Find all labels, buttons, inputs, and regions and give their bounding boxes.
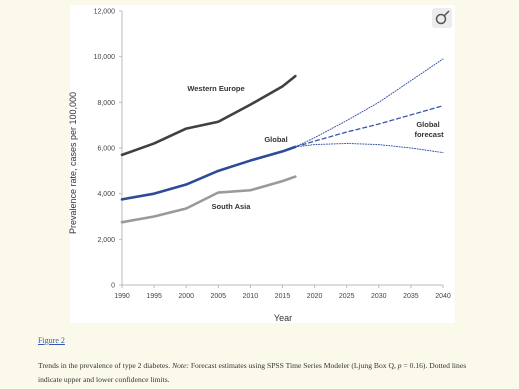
caption-part: Forecast estimates using SPSS Time Serie… [188,361,398,370]
chart-panel [70,5,455,323]
caption-part: Trends in the prevalence of type 2 diabe… [38,361,173,370]
x-tick-label: 2030 [371,293,387,300]
x-tick-label: 2020 [307,293,323,300]
y-tick-label: 8,000 [97,100,115,107]
series-line [294,58,444,148]
series-label: Global forecast [412,120,444,139]
y-tick-label: 0 [111,283,115,290]
figure-caption: Trends in the prevalence of type 2 diabe… [38,359,478,387]
series-label-line: Global [416,120,439,129]
caption-part: p [397,361,402,370]
series-label-line: forecast [412,130,444,139]
y-tick-label: 10,000 [94,54,116,61]
series-line [120,74,297,157]
series-line [294,142,444,154]
y-tick-label: 2,000 [97,237,115,244]
x-axis-label: Year [274,313,292,323]
series-label: Global [264,135,287,144]
chart: Year Prevalence rate, cases per 100,000 … [68,5,455,323]
y-tick-label: 6,000 [97,146,115,153]
figure-label[interactable]: Figure 2 [38,336,65,345]
series-line [120,175,297,224]
series-line [120,145,297,201]
x-tick-label: 2040 [435,293,451,300]
icon-stroke[interactable] [443,10,450,17]
x-tick-label: 2010 [243,293,259,300]
caption-part: Note: [172,361,189,370]
x-tick-label: 2005 [211,293,227,300]
x-tick-label: 2000 [178,293,194,300]
x-tick-label: 1995 [146,293,162,300]
caption-part: = 0.16). Dotted lines indicate upper and… [38,361,467,384]
x-tick-label: 2015 [275,293,291,300]
y-axis-label: Prevalence rate, cases per 100,000 [68,92,78,234]
x-tick-label: 1990 [114,293,130,300]
icon-circle[interactable] [435,13,447,25]
series-line [294,105,444,148]
y-tick-label: 12,000 [94,9,116,16]
series-label: Western Europe [187,84,244,93]
chart-menu-icon[interactable] [432,8,452,28]
x-tick-label: 2025 [339,293,355,300]
series-label: South Asia [212,202,252,211]
y-tick-label: 4,000 [97,191,115,198]
x-tick-label: 2035 [403,293,419,300]
